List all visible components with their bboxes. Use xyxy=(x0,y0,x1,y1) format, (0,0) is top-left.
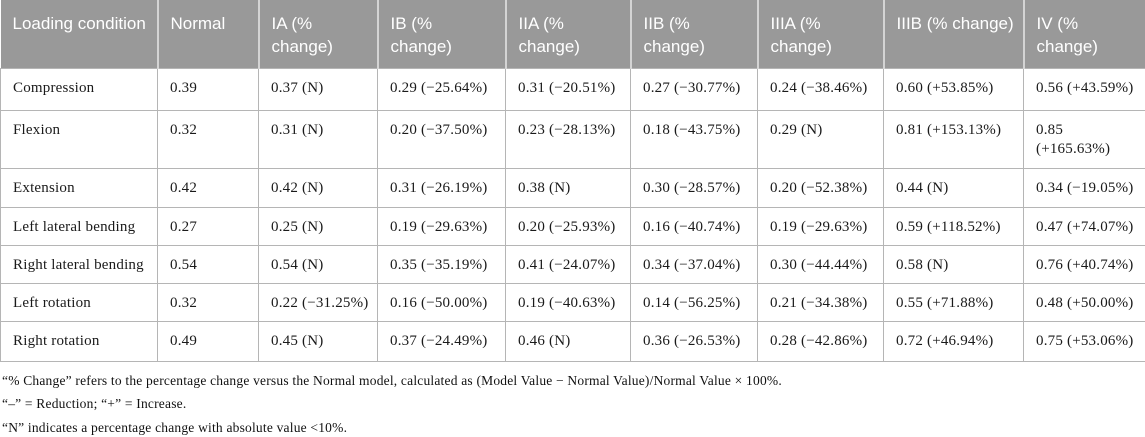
cell-iia: 0.41 (−24.07%) xyxy=(506,245,631,283)
cell-loading-condition: Flexion xyxy=(1,110,158,168)
cell-ia: 0.42 (N) xyxy=(259,168,378,207)
cell-iib: 0.14 (−56.25%) xyxy=(631,283,758,321)
cell-iiia: 0.30 (−44.44%) xyxy=(758,245,884,283)
cell-ib: 0.19 (−29.63%) xyxy=(378,207,506,245)
col-header-normal: Normal xyxy=(158,0,259,68)
col-header-iia: IIA (% change) xyxy=(506,0,631,68)
cell-iib: 0.36 (−26.53%) xyxy=(631,321,758,361)
cell-iia: 0.31 (−20.51%) xyxy=(506,68,631,110)
cell-iv: 0.56 (+43.59%) xyxy=(1024,68,1145,110)
cell-ib: 0.20 (−37.50%) xyxy=(378,110,506,168)
cell-iv: 0.75 (+53.06%) xyxy=(1024,321,1145,361)
table-footnotes: “% Change” refers to the percentage chan… xyxy=(0,362,1145,437)
cell-iiib: 0.60 (+53.85%) xyxy=(884,68,1024,110)
cell-iia: 0.23 (−28.13%) xyxy=(506,110,631,168)
cell-iib: 0.18 (−43.75%) xyxy=(631,110,758,168)
col-header-iib: IIB (% change) xyxy=(631,0,758,68)
footnote-percent-change: “% Change” refers to the percentage chan… xyxy=(2,371,1141,391)
cell-ia: 0.54 (N) xyxy=(259,245,378,283)
cell-iia: 0.38 (N) xyxy=(506,168,631,207)
cell-ia: 0.37 (N) xyxy=(259,68,378,110)
cell-ib: 0.31 (−26.19%) xyxy=(378,168,506,207)
cell-normal: 0.27 xyxy=(158,207,259,245)
cell-ib: 0.35 (−35.19%) xyxy=(378,245,506,283)
cell-normal: 0.54 xyxy=(158,245,259,283)
cell-ia: 0.22 (−31.25%) xyxy=(259,283,378,321)
cell-iv: 0.76 (+40.74%) xyxy=(1024,245,1145,283)
cell-ib: 0.29 (−25.64%) xyxy=(378,68,506,110)
cell-normal: 0.39 xyxy=(158,68,259,110)
cell-loading-condition: Left lateral bending xyxy=(1,207,158,245)
cell-iib: 0.30 (−28.57%) xyxy=(631,168,758,207)
cell-ib: 0.37 (−24.49%) xyxy=(378,321,506,361)
col-header-iiib: IIIB (% change) xyxy=(884,0,1024,68)
cell-normal: 0.49 xyxy=(158,321,259,361)
loading-condition-results-table: Loading condition Normal IA (% change) I… xyxy=(0,0,1145,362)
cell-loading-condition: Compression xyxy=(1,68,158,110)
cell-iib: 0.27 (−30.77%) xyxy=(631,68,758,110)
cell-loading-condition: Right lateral bending xyxy=(1,245,158,283)
cell-iv: 0.34 (−19.05%) xyxy=(1024,168,1145,207)
cell-iiia: 0.29 (N) xyxy=(758,110,884,168)
cell-loading-condition: Extension xyxy=(1,168,158,207)
table-row-compression: Compression 0.39 0.37 (N) 0.29 (−25.64%)… xyxy=(1,68,1145,110)
cell-ib: 0.16 (−50.00%) xyxy=(378,283,506,321)
cell-iia: 0.46 (N) xyxy=(506,321,631,361)
cell-iiib: 0.59 (+118.52%) xyxy=(884,207,1024,245)
table-row-right-rotation: Right rotation 0.49 0.45 (N) 0.37 (−24.4… xyxy=(1,321,1145,361)
cell-iiia: 0.20 (−52.38%) xyxy=(758,168,884,207)
cell-iiib: 0.72 (+46.94%) xyxy=(884,321,1024,361)
cell-normal: 0.32 xyxy=(158,283,259,321)
cell-iiib: 0.58 (N) xyxy=(884,245,1024,283)
cell-iv: 0.85 (+165.63%) xyxy=(1024,110,1145,168)
cell-ia: 0.25 (N) xyxy=(259,207,378,245)
cell-ia: 0.45 (N) xyxy=(259,321,378,361)
col-header-iv: IV (% change) xyxy=(1024,0,1145,68)
cell-iiib: 0.55 (+71.88%) xyxy=(884,283,1024,321)
cell-normal: 0.42 xyxy=(158,168,259,207)
cell-normal: 0.32 xyxy=(158,110,259,168)
col-header-iiia: IIIA (% change) xyxy=(758,0,884,68)
cell-iiia: 0.24 (−38.46%) xyxy=(758,68,884,110)
cell-iiia: 0.21 (−34.38%) xyxy=(758,283,884,321)
cell-loading-condition: Left rotation xyxy=(1,283,158,321)
table-row-extension: Extension 0.42 0.42 (N) 0.31 (−26.19%) 0… xyxy=(1,168,1145,207)
cell-loading-condition: Right rotation xyxy=(1,321,158,361)
table-row-right-lateral-bending: Right lateral bending 0.54 0.54 (N) 0.35… xyxy=(1,245,1145,283)
col-header-ia: IA (% change) xyxy=(259,0,378,68)
cell-iia: 0.19 (−40.63%) xyxy=(506,283,631,321)
footnote-sign-meaning: “–” = Reduction; “+” = Increase. xyxy=(2,394,1141,414)
cell-iib: 0.16 (−40.74%) xyxy=(631,207,758,245)
footnote-n-meaning: “N” indicates a percentage change with a… xyxy=(2,418,1141,437)
cell-iiia: 0.19 (−29.63%) xyxy=(758,207,884,245)
col-header-ib: IB (% change) xyxy=(378,0,506,68)
table-row-left-rotation: Left rotation 0.32 0.22 (−31.25%) 0.16 (… xyxy=(1,283,1145,321)
table-row-flexion: Flexion 0.32 0.31 (N) 0.20 (−37.50%) 0.2… xyxy=(1,110,1145,168)
table-row-left-lateral-bending: Left lateral bending 0.27 0.25 (N) 0.19 … xyxy=(1,207,1145,245)
col-header-loading-condition: Loading condition xyxy=(1,0,158,68)
cell-iv: 0.48 (+50.00%) xyxy=(1024,283,1145,321)
header-row: Loading condition Normal IA (% change) I… xyxy=(1,0,1145,68)
cell-iia: 0.20 (−25.93%) xyxy=(506,207,631,245)
cell-iv: 0.47 (+74.07%) xyxy=(1024,207,1145,245)
cell-ia: 0.31 (N) xyxy=(259,110,378,168)
cell-iib: 0.34 (−37.04%) xyxy=(631,245,758,283)
cell-iiib: 0.81 (+153.13%) xyxy=(884,110,1024,168)
cell-iiia: 0.28 (−42.86%) xyxy=(758,321,884,361)
cell-iiib: 0.44 (N) xyxy=(884,168,1024,207)
